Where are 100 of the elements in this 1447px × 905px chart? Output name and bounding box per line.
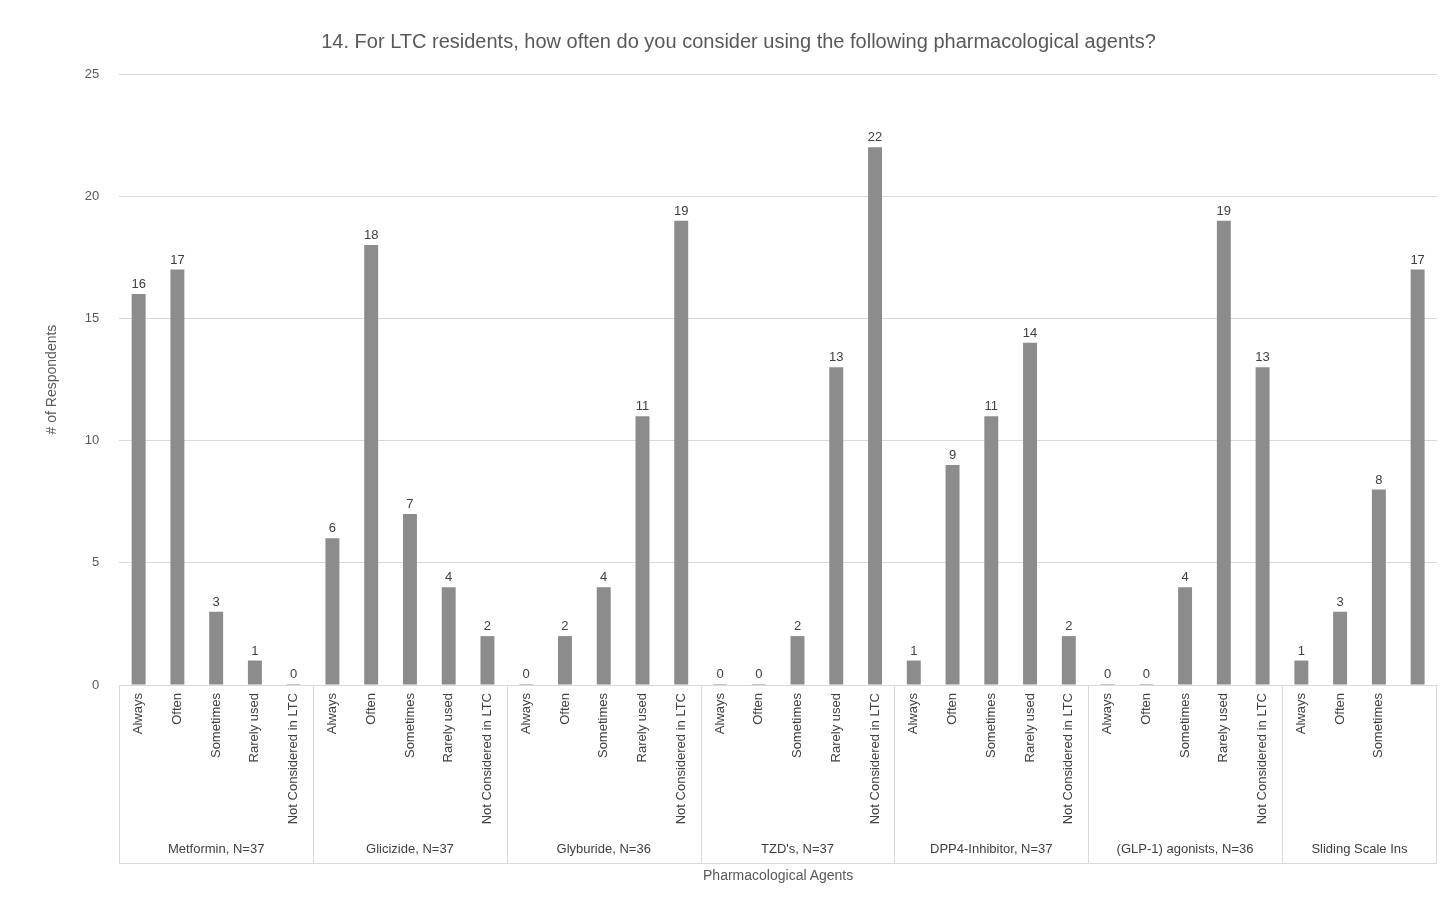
data-label: 2 [1065, 618, 1073, 634]
bar [557, 636, 572, 685]
y-tick-label: 20 [84, 187, 100, 203]
data-label: 0 [1103, 666, 1112, 682]
x-tick-label: Always [517, 692, 533, 735]
x-tick-label: Not Considered in LTC [672, 693, 688, 825]
data-label: 9 [948, 447, 957, 463]
y-tick-label: 15 [84, 309, 100, 325]
x-tick-label: Sometimes [207, 692, 223, 759]
bar [1294, 660, 1309, 685]
bar [635, 416, 650, 685]
y-tick-label: 5 [92, 554, 100, 570]
data-label: 6 [328, 520, 337, 536]
y-tick-label: 25 [84, 65, 100, 81]
data-label: 11 [635, 398, 650, 414]
x-tick-label: Always [1099, 692, 1115, 735]
y-axis-title: # of Respondents [43, 324, 60, 435]
bar [596, 587, 611, 685]
x-tick-label: Often [556, 693, 572, 725]
text: Glicizide, N=37 [366, 840, 454, 856]
x-tick-label: Rarely used [827, 693, 843, 763]
data-label: 1 [1297, 642, 1305, 658]
x-tick-label: Rarely used [440, 693, 456, 763]
bar [868, 147, 882, 685]
x-tick-label: Always [324, 692, 339, 735]
bar [325, 538, 340, 685]
x-tick-label: Always [905, 692, 921, 735]
data-label: 0 [290, 666, 298, 682]
bar [402, 513, 417, 685]
data-label: 16 [131, 276, 146, 292]
bar [945, 465, 960, 685]
bar [984, 416, 999, 685]
x-tick-label: Often [944, 693, 960, 725]
data-label: 1 [251, 642, 259, 658]
x-tick-label: Not Considered in LTC [866, 693, 882, 825]
bar [1255, 367, 1270, 685]
text: TZD's, N=37 [761, 840, 834, 856]
bar [480, 636, 495, 685]
data-label: 0 [522, 666, 530, 682]
data-label: 19 [674, 202, 689, 218]
bar [674, 220, 689, 685]
data-label: 13 [829, 349, 844, 365]
data-label: 14 [1022, 324, 1038, 340]
x-tick-label: Sometimes [789, 692, 805, 759]
bar [1216, 220, 1231, 685]
x-tick-label: Sometimes [982, 692, 998, 759]
x-tick-label: Rarely used [246, 693, 262, 763]
bar [1023, 342, 1038, 685]
bar [209, 611, 224, 685]
bar [247, 660, 262, 685]
data-label: 2 [483, 618, 492, 634]
data-label: 19 [1216, 202, 1232, 218]
x-tick-label: Not Considered in LTC [1254, 693, 1270, 825]
x-tick-label: Often [362, 693, 378, 725]
x-tick-label: Often [750, 693, 766, 725]
bar [1178, 587, 1193, 685]
x-tick-label: Sometimes [595, 692, 611, 759]
data-label: 4 [445, 569, 453, 585]
data-label: 17 [1410, 251, 1425, 267]
text: DPP4-Inhibitor, N=37 [930, 840, 1053, 856]
x-tick-label: Often [168, 693, 184, 725]
data-label: 1 [910, 642, 918, 658]
x-tick-label: Always [130, 692, 146, 735]
x-tick-label: Sometimes [1176, 692, 1192, 759]
x-tick-label: Rarely used [634, 693, 650, 763]
data-label: 17 [170, 251, 185, 267]
data-label: 11 [984, 398, 999, 414]
y-tick-label: 0 [92, 676, 100, 692]
x-tick-label: Always [711, 692, 727, 735]
data-label: 3 [212, 593, 220, 609]
text: (GLP-1) agonists, N=36 [1116, 840, 1254, 856]
y-tick-label: 10 [84, 432, 100, 448]
data-label: 2 [561, 618, 569, 634]
x-tick-label: Not Considered in LTC [285, 693, 301, 825]
data-label: 0 [1142, 666, 1150, 682]
x-tick-label: Not Considered in LTC [479, 693, 495, 825]
text: Metformin, N=37 [167, 840, 265, 856]
bar [364, 245, 379, 685]
x-tick-label: Often [1137, 693, 1153, 725]
bar [906, 660, 921, 685]
bar [1333, 611, 1348, 685]
bar [1061, 636, 1076, 685]
chart-title: 14. For LTC residents, how often do you consider using the following pharmacological agents? [321, 29, 1156, 52]
data-label: 0 [716, 666, 724, 682]
text: Sliding Scale Ins [1311, 840, 1409, 856]
x-tick-label: Sometimes [1370, 692, 1386, 759]
data-label: 13 [1255, 349, 1270, 365]
text: Glyburide, N=36 [556, 840, 651, 856]
x-tick-label: Sometimes [401, 692, 417, 759]
bar [829, 367, 844, 685]
x-tick-label: Rarely used [1215, 693, 1231, 763]
bar [131, 293, 146, 685]
x-tick-label: Not Considered in LTC [1060, 693, 1076, 825]
data-label: 18 [363, 227, 379, 243]
data-label: 3 [1336, 593, 1344, 609]
data-label: 7 [406, 496, 414, 511]
data-label: 2 [793, 618, 802, 634]
data-label: 4 [600, 569, 608, 585]
data-label: 4 [1181, 569, 1189, 585]
bar [441, 587, 456, 685]
